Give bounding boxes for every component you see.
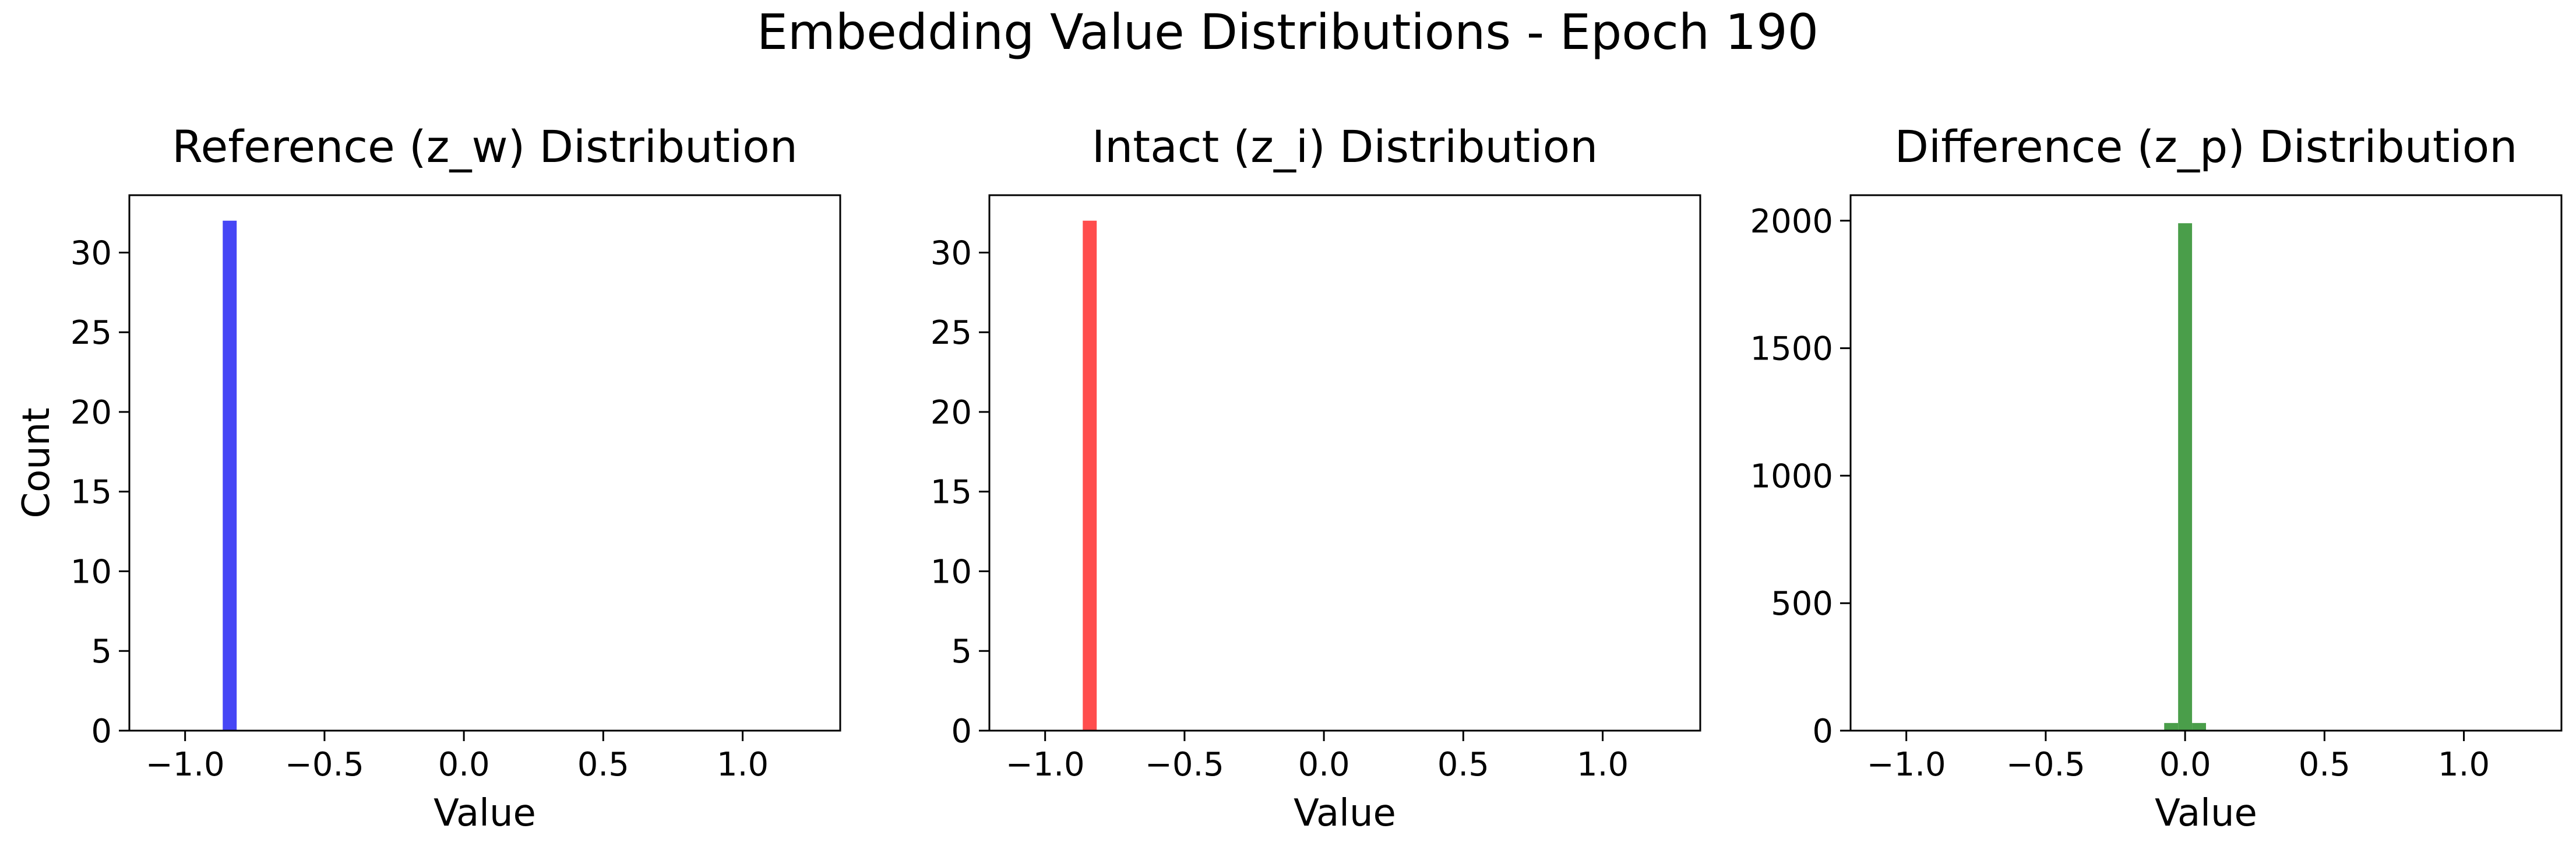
y-tick-label: 0 xyxy=(91,713,112,750)
x-axis-label: Value xyxy=(434,792,536,835)
y-tick-label: 20 xyxy=(931,394,972,432)
x-axis-label: Value xyxy=(2155,792,2257,835)
histogram-bar-1 xyxy=(2164,722,2179,731)
subplots: −1.0 −0.5 0.0 0.5 1.0 0 5 10 15 20 25 30 Reference (… xyxy=(15,121,2563,835)
y-tick-label: 1000 xyxy=(1750,457,1833,495)
histogram-bar-1 xyxy=(1083,220,1097,731)
y-tick-label: 20 xyxy=(71,394,112,432)
x-tick-label: −0.5 xyxy=(2006,746,2085,784)
plot-frame xyxy=(128,194,841,732)
x-axis-label: Value xyxy=(1294,792,1396,835)
x-tick-label: 0.5 xyxy=(577,746,629,784)
y-tick-label: 10 xyxy=(71,553,112,591)
plot-frame xyxy=(988,194,1701,732)
subplot-3: −1.0 −0.5 0.0 0.5 1.0 0 500 1000 1500 2000 Differe… xyxy=(1750,121,2563,835)
y-tick-label: 0 xyxy=(1812,713,1833,750)
x-tick-label: −0.5 xyxy=(285,746,364,784)
y-tick-label: 15 xyxy=(71,474,112,512)
y-tick-label: 0 xyxy=(951,713,972,750)
x-tick-label: 0.5 xyxy=(2299,746,2351,784)
y-tick-label: 2000 xyxy=(1750,203,1833,241)
x-tick-label: 0.0 xyxy=(438,746,490,784)
y-tick-label: 5 xyxy=(951,633,972,671)
x-tick-label: 1.0 xyxy=(717,746,769,784)
x-tick-label: 1.0 xyxy=(2438,746,2490,784)
histogram-bar-1 xyxy=(223,220,237,731)
x-tick-label: 0.0 xyxy=(1298,746,1350,784)
subplot-1: −1.0 −0.5 0.0 0.5 1.0 0 5 10 15 20 25 30 Reference (… xyxy=(15,121,841,835)
histogram-bar-3 xyxy=(2192,722,2206,731)
subplot-2: −1.0 −0.5 0.0 0.5 1.0 0 5 10 15 20 25 30 Intact (z_i… xyxy=(931,121,1701,835)
x-tick-label: −1.0 xyxy=(146,746,225,784)
histogram-bar-2 xyxy=(2178,223,2193,731)
x-tick-label: 0.5 xyxy=(1437,746,1489,784)
figure-title: Embedding Value Distributions - Epoch 19… xyxy=(757,3,1819,61)
y-tick-label: 500 xyxy=(1771,585,1833,623)
y-tick-label: 10 xyxy=(931,553,972,591)
x-tick-label: 0.0 xyxy=(2159,746,2211,784)
y-tick-label: 30 xyxy=(931,234,972,272)
x-tick-label: 1.0 xyxy=(1577,746,1629,784)
plot-frame xyxy=(1849,194,2563,732)
subplot-title: Intact (z_i) Distribution xyxy=(1092,121,1598,172)
x-tick-label: −1.0 xyxy=(1006,746,1085,784)
y-tick-label: 1500 xyxy=(1750,330,1833,368)
y-axis-label: Count xyxy=(15,407,58,518)
x-tick-label: −1.0 xyxy=(1867,746,1946,784)
y-tick-label: 25 xyxy=(931,314,972,352)
y-tick-label: 5 xyxy=(91,633,112,671)
subplot-title: Reference (z_w) Distribution xyxy=(172,121,798,172)
x-tick-label: −0.5 xyxy=(1145,746,1224,784)
y-tick-label: 25 xyxy=(71,314,112,352)
y-tick-label: 30 xyxy=(71,234,112,272)
y-tick-label: 15 xyxy=(931,474,972,512)
subplot-title: Difference (z_p) Distribution xyxy=(1895,121,2518,172)
